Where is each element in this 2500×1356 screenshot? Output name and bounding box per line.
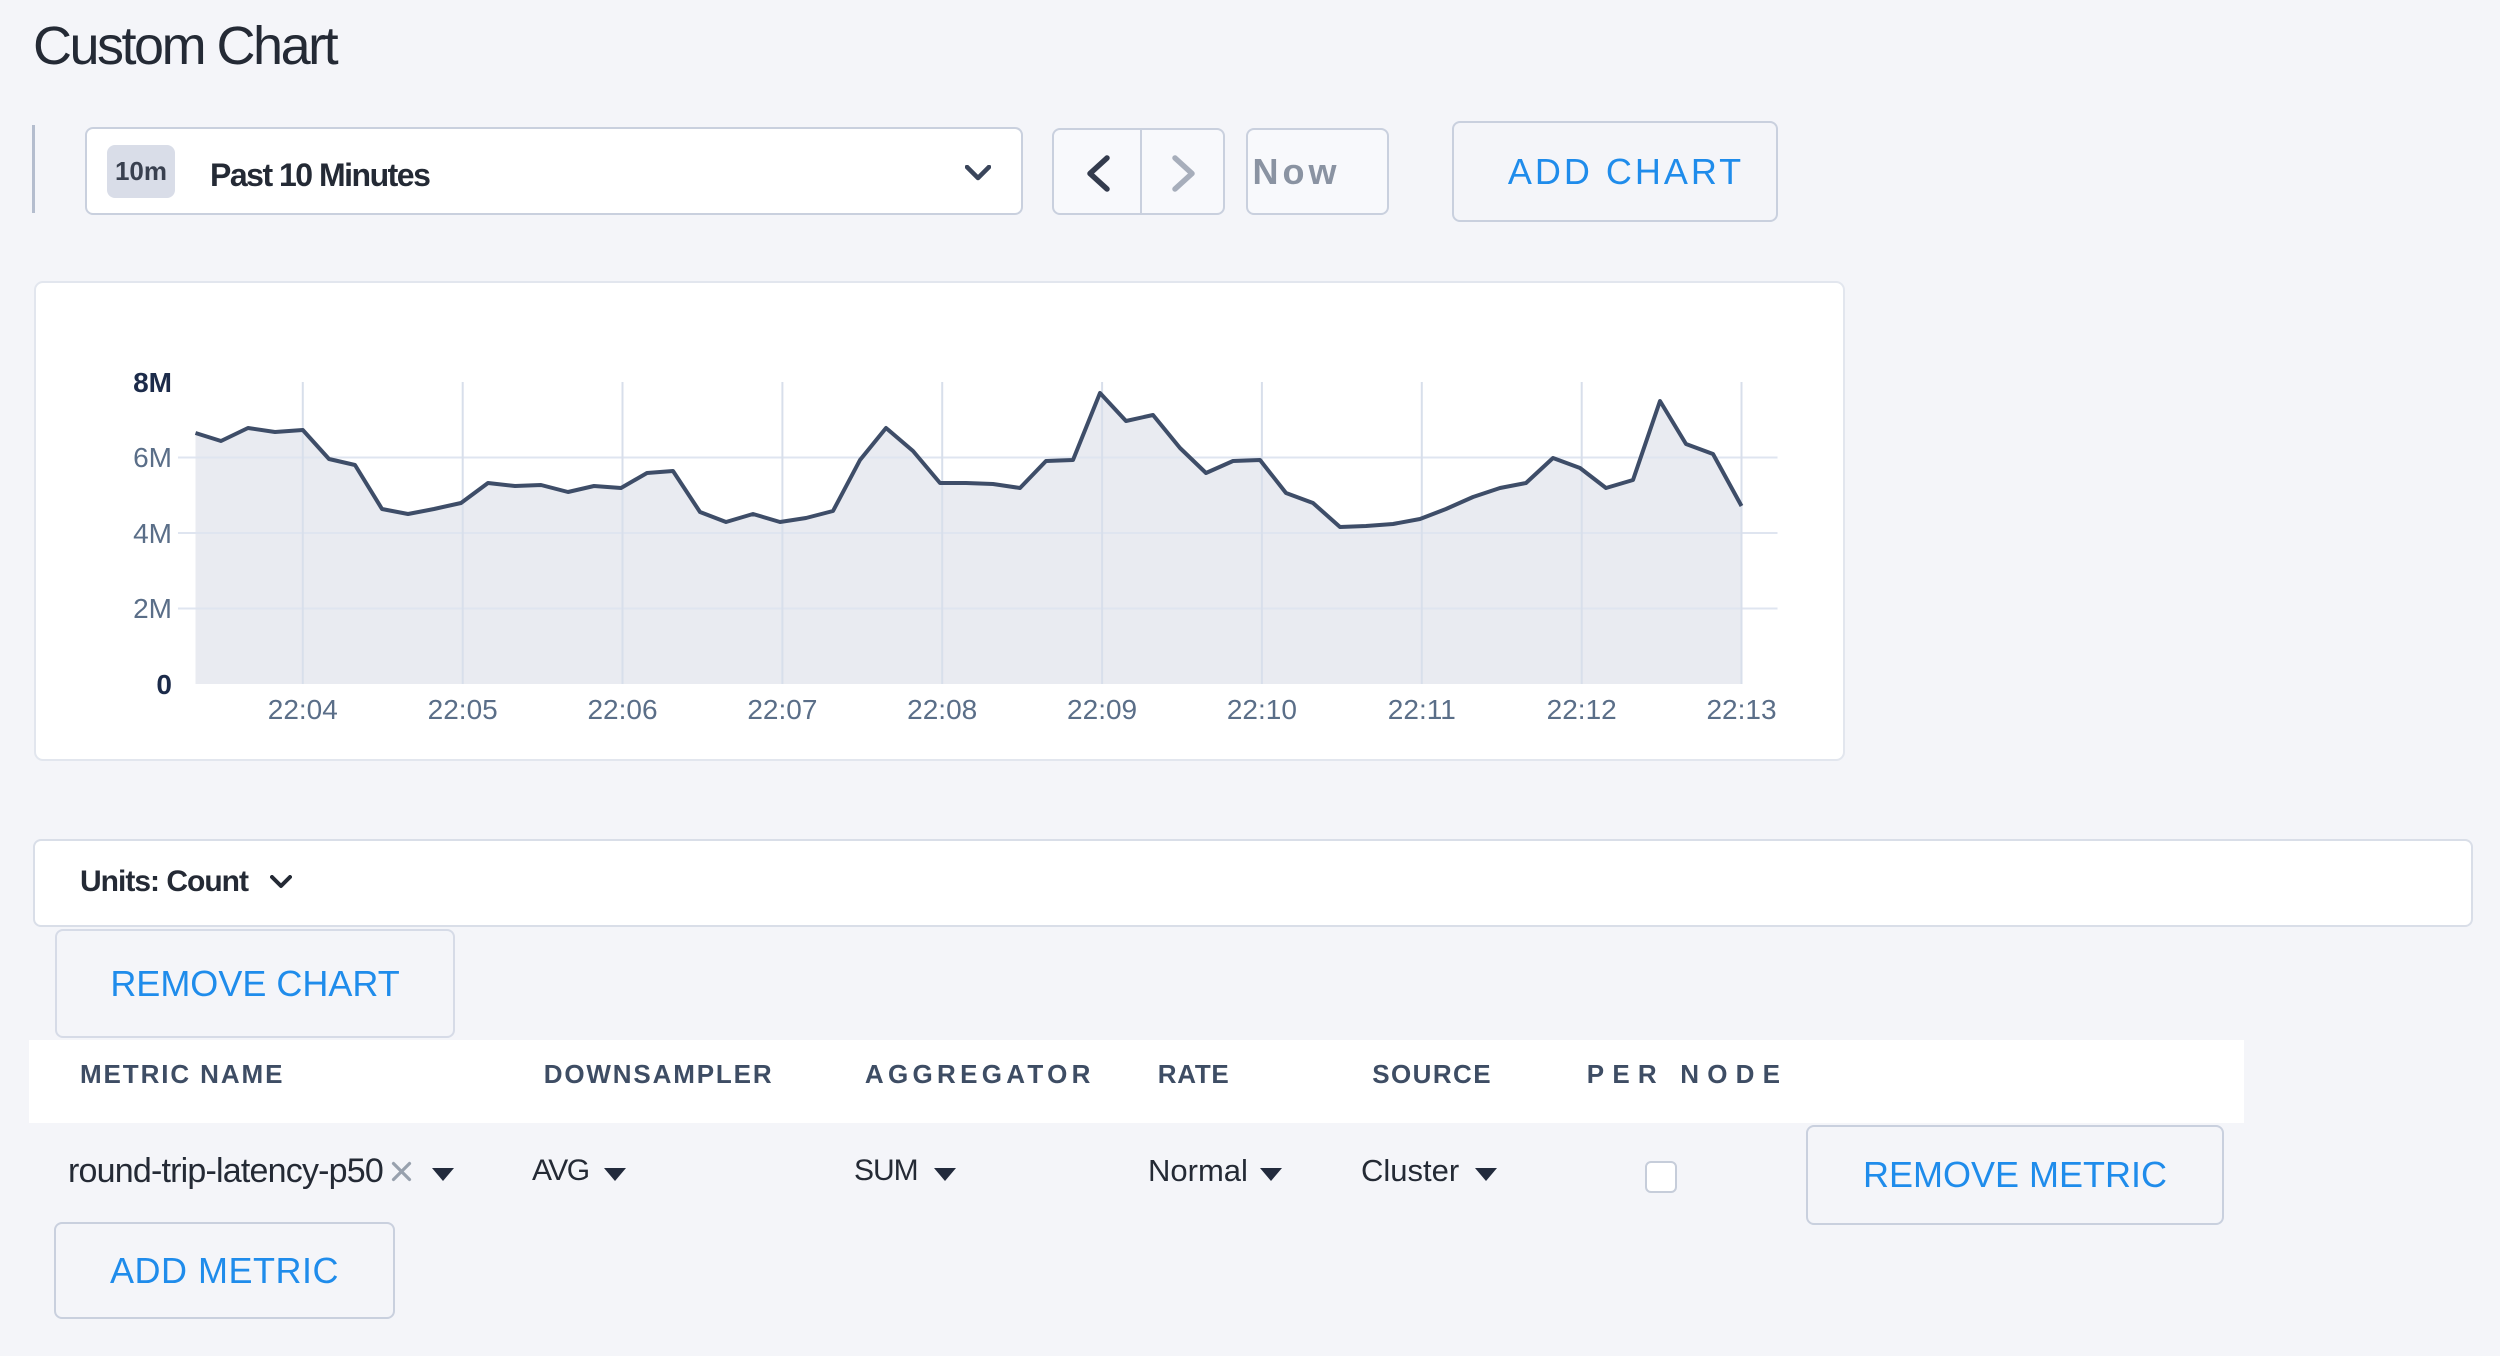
svg-text:22:08: 22:08 xyxy=(907,694,977,725)
svg-text:0: 0 xyxy=(156,669,172,700)
svg-text:2M: 2M xyxy=(133,593,172,624)
svg-text:8M: 8M xyxy=(133,367,172,398)
svg-text:22:12: 22:12 xyxy=(1547,694,1617,725)
svg-text:22:10: 22:10 xyxy=(1227,694,1297,725)
svg-text:22:11: 22:11 xyxy=(1388,694,1456,725)
svg-text:4M: 4M xyxy=(133,518,172,549)
svg-text:22:05: 22:05 xyxy=(428,694,498,725)
svg-text:22:04: 22:04 xyxy=(268,694,338,725)
svg-text:22:06: 22:06 xyxy=(587,694,657,725)
svg-text:22:13: 22:13 xyxy=(1706,694,1776,725)
svg-text:22:07: 22:07 xyxy=(747,694,817,725)
svg-text:6M: 6M xyxy=(133,442,172,473)
svg-text:22:09: 22:09 xyxy=(1067,694,1137,725)
